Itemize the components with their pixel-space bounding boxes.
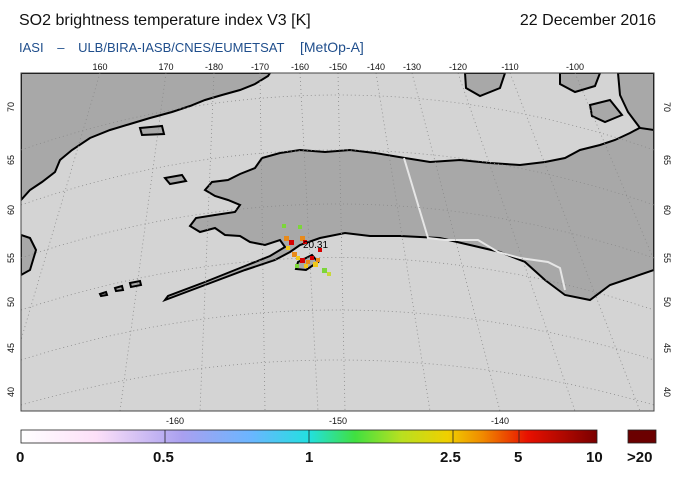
lat-label: 40 [6, 387, 16, 397]
lat-label: 50 [662, 297, 672, 307]
so2-pixel [289, 240, 294, 245]
colorbar-label-10: 10 [586, 449, 603, 466]
max-value-annotation: 20.31 [303, 240, 328, 251]
land-arctic-island-3 [616, 73, 654, 132]
so2-pixel [327, 272, 331, 276]
colorbar-overflow-box [627, 429, 657, 444]
so2-pixel [310, 256, 314, 260]
aleutian-islets [98, 279, 143, 298]
lon-label: -140 [491, 416, 509, 426]
lat-label: 45 [6, 343, 16, 353]
so2-pixel [298, 225, 302, 229]
credit-line: IASI – ULB/BIRA-IASB/CNES/EUMETSAT [19, 40, 294, 55]
lon-label: -130 [403, 62, 421, 72]
lon-label: -110 [501, 62, 518, 72]
right-lat-labels: 70 65 60 55 50 45 40 [662, 102, 672, 397]
lon-label: -180 [205, 62, 223, 72]
lon-label: -120 [449, 62, 467, 72]
lon-label: -150 [329, 416, 347, 426]
lon-label: -160 [291, 62, 309, 72]
so2-pixel [318, 248, 322, 252]
map-frame [20, 72, 655, 412]
lat-label: 70 [662, 102, 672, 112]
land-siberia [21, 73, 272, 202]
so2-pixel [295, 264, 299, 268]
land-arctic-island-1 [463, 73, 507, 98]
lat-label: 65 [6, 155, 16, 165]
so2-pixel [286, 246, 290, 250]
provider-label: ULB/BIRA-IASB/CNES/EUMETSAT [78, 40, 285, 55]
lat-label: 50 [6, 297, 16, 307]
map-date: 22 December 2016 [519, 12, 656, 29]
land-st-lawrence [163, 173, 188, 186]
so2-pixel [300, 258, 305, 263]
colorbar-label-0: 0 [16, 449, 25, 466]
so2-pixel [306, 260, 310, 264]
so2-pixel [322, 268, 327, 273]
instrument-label: IASI [19, 40, 44, 55]
lon-label: -160 [166, 416, 184, 426]
so2-pixel [296, 256, 300, 260]
colorbar-ticks [164, 430, 520, 443]
so2-pixel [303, 240, 307, 244]
land-arctic-island-4 [588, 98, 624, 124]
colorbar-label-2.5: 2.5 [440, 449, 461, 466]
lon-label: -140 [367, 62, 385, 72]
lat-label: 55 [662, 253, 672, 263]
so2-pixel [284, 236, 289, 241]
bottom-lon-labels: -160 -150 -140 [166, 416, 509, 426]
so2-pixel [316, 258, 320, 262]
lon-label: 170 [158, 62, 173, 72]
lon-label: -170 [251, 62, 269, 72]
graticule [21, 73, 654, 411]
lat-label: 60 [6, 205, 16, 215]
so2-detections [282, 224, 331, 276]
map-title: SO2 brightness temperature index V3 [K] [19, 12, 311, 29]
so2-pixel [282, 224, 286, 228]
lon-label: -150 [329, 62, 347, 72]
colorbar-label-over: >20 [627, 449, 653, 466]
lat-label: 40 [662, 387, 672, 397]
lat-label: 60 [662, 205, 672, 215]
colorbar-label-0.5: 0.5 [153, 449, 174, 466]
land-north-america [162, 73, 654, 303]
lon-label: -100 [566, 62, 584, 72]
border-alaska-canada [403, 157, 566, 291]
lon-label: 160 [92, 62, 107, 72]
so2-pixel [313, 262, 318, 267]
left-lat-labels: 70 65 60 55 50 45 40 [6, 102, 16, 397]
so2-pixel [292, 252, 297, 257]
lat-label: 55 [6, 253, 16, 263]
separator: – [57, 40, 65, 55]
land-kamchatka [21, 233, 38, 277]
top-lon-labels: 160 170 -180 -170 -160 -150 -140 -130 -1… [92, 62, 584, 72]
lat-label: 70 [6, 102, 16, 112]
colorbar-label-5: 5 [514, 449, 523, 466]
land-arctic-island-2 [559, 73, 602, 94]
so2-pixel [304, 264, 308, 268]
satellite-label: [MetOp-A] [300, 39, 364, 55]
lat-label: 45 [662, 343, 672, 353]
colorbar-label-1: 1 [305, 449, 314, 466]
so2-pixel [300, 236, 305, 241]
lat-label: 65 [662, 155, 672, 165]
